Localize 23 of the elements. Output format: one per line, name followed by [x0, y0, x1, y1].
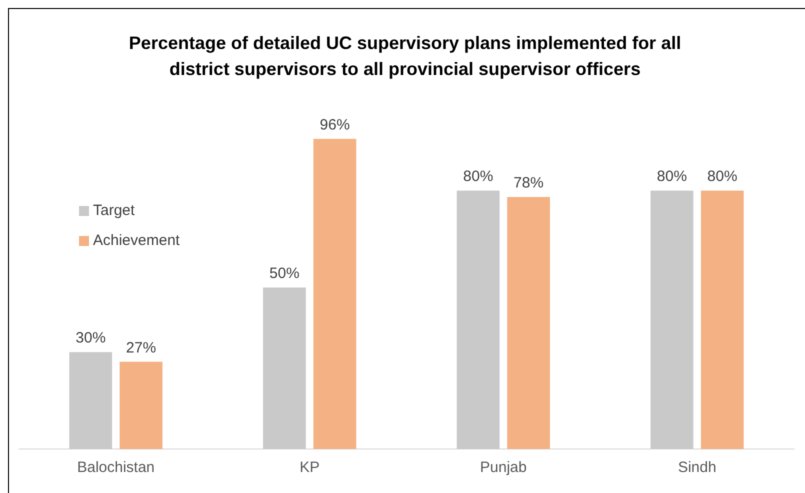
- x-tick-label: Punjab: [480, 459, 527, 476]
- data-label: 78%: [514, 174, 544, 192]
- legend-label: Achievement: [93, 232, 181, 250]
- x-tick-label: KP: [300, 459, 320, 476]
- bar: [507, 197, 550, 449]
- bar: [650, 190, 694, 449]
- bar: [69, 352, 112, 449]
- data-label: 30%: [76, 330, 106, 347]
- x-tick-label: Balochistan: [77, 459, 155, 476]
- legend-label: Target: [93, 202, 136, 220]
- x-tick-label: Sindh: [678, 459, 716, 476]
- data-label: 96%: [320, 116, 350, 134]
- data-label: 80%: [656, 168, 687, 186]
- data-label: 27%: [126, 339, 156, 356]
- bar: [120, 362, 162, 449]
- chart-title: Percentage of detailed UC supervisory plans implemented for all district supervisors to all provincial supervisor officers: [128, 32, 682, 81]
- bar: [263, 288, 306, 449]
- bar: [456, 190, 500, 449]
- data-label: 80%: [707, 168, 738, 186]
- bar: [313, 138, 356, 449]
- data-label: 80%: [463, 168, 494, 186]
- bar: [700, 190, 744, 449]
- data-label: 50%: [269, 265, 300, 282]
